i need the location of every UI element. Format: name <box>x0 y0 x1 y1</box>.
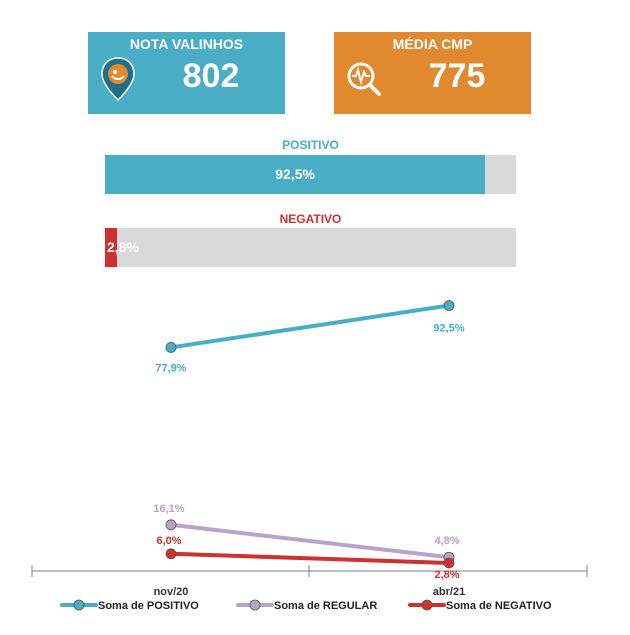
positivo-bar-fill <box>105 155 486 194</box>
trend-line-chart: nov/20 abr/21 16,1% 4,8% 6,0% 2,8% 77,9% 92,5% S… <box>31 300 588 612</box>
positivo-bar-value: 92,5% <box>275 166 315 182</box>
series-point <box>443 300 455 311</box>
search-pulse-icon <box>347 62 381 96</box>
legend-entry: Soma de POSITIVO <box>98 600 199 612</box>
negativo-label: NEGATIVO <box>279 212 342 226</box>
legend-entry: Soma de REGULAR <box>274 600 377 612</box>
series-point <box>165 548 177 560</box>
media-cmp-value: 775 <box>428 57 486 95</box>
data-label: 16,1% <box>153 503 184 515</box>
legend-swatch-marker <box>421 599 433 611</box>
negativo-bar-track: 2,8% <box>105 228 516 267</box>
data-label: 77,9% <box>155 362 186 374</box>
media-cmp-card: MÉDIA CMP 775 <box>334 32 531 114</box>
data-label: 4,8% <box>434 535 459 547</box>
data-label: 2,8% <box>434 569 459 581</box>
nota-valinhos-title: NOTA VALINHOS <box>129 36 244 52</box>
series-line <box>169 522 451 560</box>
x-tick-label: abr/21 <box>433 586 465 598</box>
location-pin-face-icon <box>101 57 135 102</box>
series-line <box>169 303 451 350</box>
series-point <box>443 557 455 569</box>
legend-swatch-marker <box>249 599 261 611</box>
nota-valinhos-card: NOTA VALINHOS 802 <box>88 32 285 114</box>
negativo-bar-fill <box>105 228 117 267</box>
series-point <box>165 342 177 353</box>
nota-valinhos-value: 802 <box>182 57 240 95</box>
negativo-bar-value: 2,8% <box>107 239 139 255</box>
x-tick-label: nov/20 <box>154 586 189 598</box>
series-line <box>169 551 451 565</box>
data-label: 6,0% <box>156 535 181 547</box>
positivo-label: POSITIVO <box>282 138 339 152</box>
legend-entry: Soma de NEGATIVO <box>446 600 552 612</box>
positivo-bar-track: 92,5% <box>105 155 516 194</box>
media-cmp-title: MÉDIA CMP <box>392 36 473 52</box>
data-label: 92,5% <box>433 323 464 335</box>
series-point <box>165 519 177 531</box>
legend-swatch-marker <box>73 599 85 611</box>
